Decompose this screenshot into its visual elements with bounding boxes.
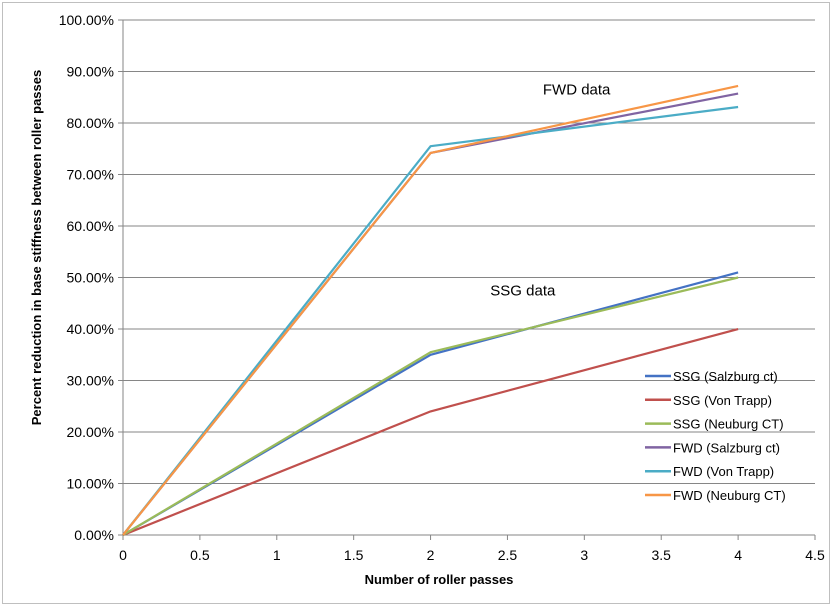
x-tick-label: 3 — [580, 547, 588, 563]
legend-label: SSG (Von Trapp) — [673, 393, 772, 408]
y-tick-label: 80.00% — [67, 115, 114, 131]
y-tick-label: 20.00% — [67, 424, 114, 440]
series-lines — [122, 84, 739, 537]
y-tick-label: 0.00% — [74, 527, 114, 543]
series-line — [122, 92, 739, 536]
y-tick-label: 40.00% — [67, 321, 114, 337]
y-tick-label: 70.00% — [67, 167, 114, 183]
x-axis-title: Number of roller passes — [365, 572, 514, 587]
y-tick-label: 50.00% — [67, 270, 114, 286]
legend-label: FWD (Von Trapp) — [673, 464, 774, 479]
x-tick-label: 2 — [427, 547, 435, 563]
y-tick-label: 100.00% — [59, 12, 114, 28]
axes — [118, 19, 816, 540]
chart-annotation: FWD data — [543, 82, 611, 99]
x-tick-label: 3.5 — [651, 547, 671, 563]
x-tick-label: 4.5 — [805, 547, 825, 563]
gridlines — [123, 19, 815, 484]
legend: SSG (Salzburg ct) SSG (Von Trapp) SSG (Neu… — [645, 369, 786, 503]
series-line — [122, 105, 739, 536]
series-line — [122, 276, 739, 536]
y-tick-label: 10.00% — [67, 476, 114, 492]
y-tick-label: 60.00% — [67, 218, 114, 234]
legend-label: FWD (Salzburg ct) — [673, 440, 780, 455]
x-tick-labels: 0 0.5 1 1.5 2 2.5 3 3.5 4 4.5 — [119, 547, 825, 563]
x-tick-label: 0 — [119, 547, 127, 563]
chart-annotation: SSG data — [490, 283, 556, 300]
y-tick-labels: 0.00% 10.00% 20.00% 30.00% 40.00% 50.00% 60.00… — [59, 12, 114, 543]
x-tick-label: 0.5 — [190, 547, 210, 563]
legend-label: SSG (Neuburg CT) — [673, 417, 784, 432]
y-axis-title: Percent reduction in base stiffness betw… — [29, 70, 44, 425]
x-tick-label: 4 — [734, 547, 742, 563]
y-tick-label: 30.00% — [67, 373, 114, 389]
x-tick-label: 2.5 — [498, 547, 518, 563]
x-tick-label: 1 — [273, 547, 281, 563]
legend-label: SSG (Salzburg ct) — [673, 369, 778, 384]
series-line — [122, 84, 739, 536]
series-line — [122, 327, 739, 537]
legend-label: FWD (Neuburg CT) — [673, 488, 786, 503]
y-tick-label: 90.00% — [67, 64, 114, 80]
x-tick-label: 1.5 — [344, 547, 364, 563]
annotations: FWD data SSG data — [490, 82, 611, 300]
